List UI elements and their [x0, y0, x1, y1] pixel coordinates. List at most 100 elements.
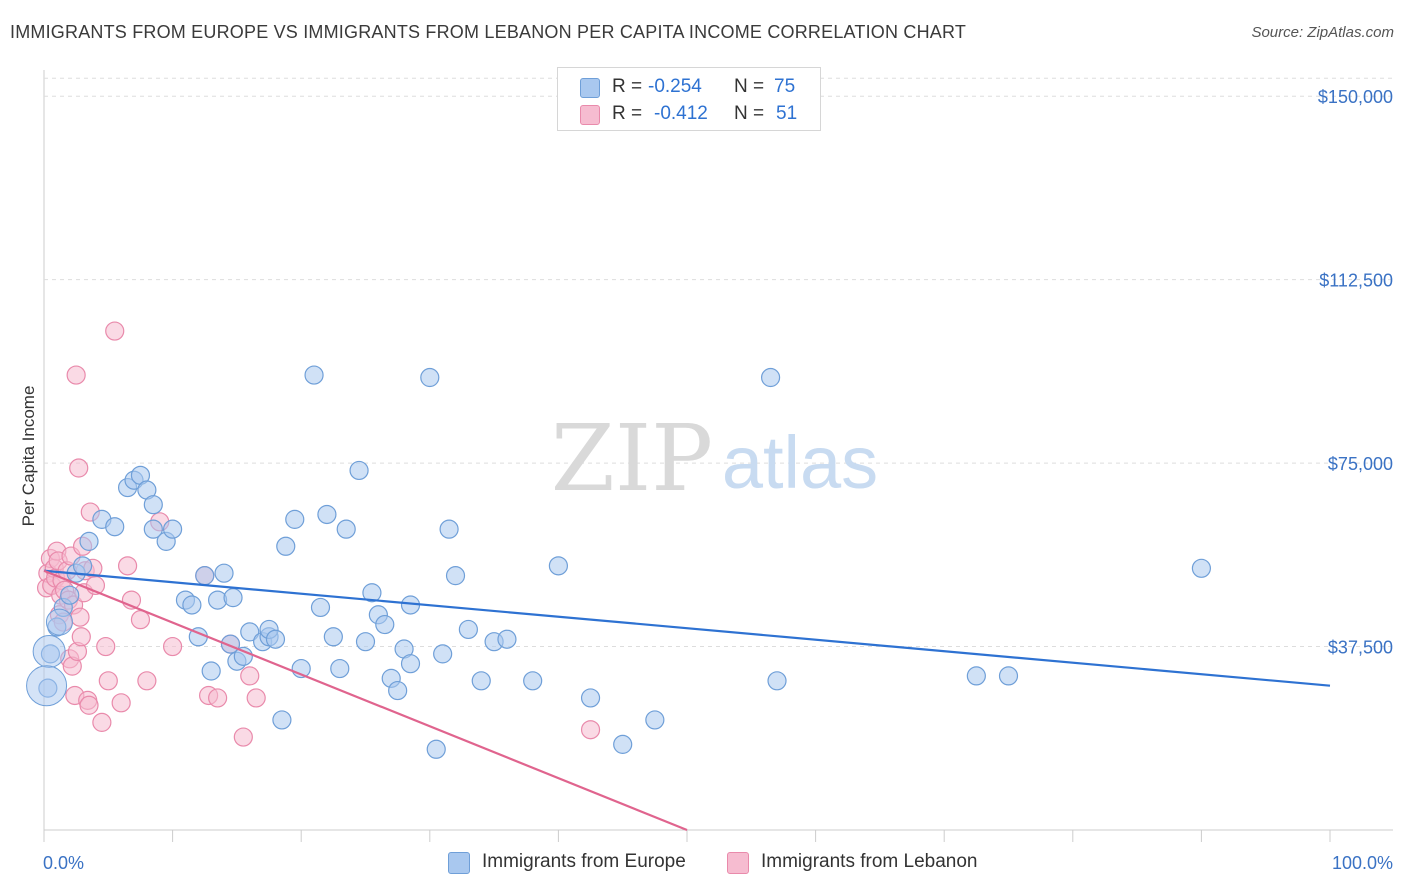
europe-r-value: -0.254	[648, 76, 702, 97]
europe-point	[143, 495, 163, 515]
lebanon-n-label: N =	[734, 103, 765, 124]
europe-point-large	[26, 665, 68, 707]
europe-point	[458, 619, 478, 640]
y-tick-label: $75,000	[1328, 454, 1393, 474]
europe-point	[445, 566, 466, 586]
europe-points	[26, 365, 1212, 759]
europe-point	[362, 583, 382, 603]
europe-point	[195, 566, 215, 586]
europe-point	[523, 671, 543, 691]
europe-point	[304, 365, 324, 385]
europe-point-large	[45, 608, 73, 636]
europe-n-label: N =	[734, 76, 765, 97]
y-tick-label: $37,500	[1328, 638, 1393, 658]
y-axis-label: Per Capita Income	[19, 386, 38, 527]
lebanon-point	[208, 688, 228, 708]
europe-point	[182, 595, 202, 615]
europe-point	[60, 585, 80, 605]
legend-lebanon-label: Immigrants from Lebanon	[761, 851, 978, 872]
europe-point	[105, 517, 125, 537]
lebanon-point	[79, 695, 99, 715]
lebanon-swatch	[580, 105, 600, 125]
lebanon-point	[70, 607, 90, 627]
lebanon-point	[105, 321, 125, 341]
lebanon-point	[580, 720, 601, 740]
europe-point	[317, 504, 337, 525]
europe-point	[497, 629, 517, 649]
europe-point	[966, 666, 986, 686]
europe-point	[645, 710, 665, 730]
europe-point	[79, 531, 99, 551]
europe-n-value: 75	[774, 76, 796, 97]
lebanon-r-label: R =	[612, 103, 643, 124]
europe-point	[613, 734, 633, 754]
europe-point	[310, 597, 331, 618]
europe-point	[272, 710, 292, 730]
lebanon-point	[71, 627, 91, 647]
legend-europe-swatch	[448, 852, 470, 874]
europe-point	[375, 614, 395, 635]
europe-trend-line	[43, 569, 1331, 687]
lebanon-n-value: 51	[776, 103, 798, 124]
europe-point-large	[32, 634, 66, 668]
europe-point	[349, 460, 369, 481]
lebanon-point	[163, 636, 183, 657]
watermark-atlas: atlas	[722, 421, 878, 504]
stats-box: R = -0.254 N = 75 R = -0.412 N = 51	[557, 67, 821, 131]
europe-point	[767, 671, 787, 691]
x-tick-label-min: 0.0%	[43, 853, 84, 873]
europe-point	[400, 654, 421, 674]
europe-point	[998, 666, 1019, 686]
europe-r-label: R =	[612, 76, 643, 97]
y-tick-label: $112,500	[1319, 271, 1393, 291]
europe-point	[355, 632, 376, 652]
europe-point	[1191, 558, 1212, 578]
lebanon-r-value: -0.412	[654, 103, 708, 124]
lebanon-point	[66, 365, 86, 385]
europe-point	[580, 688, 601, 708]
europe-point	[285, 509, 305, 529]
europe-swatch	[580, 78, 600, 98]
europe-point	[240, 622, 260, 642]
lebanon-point	[240, 666, 260, 686]
europe-point	[388, 680, 408, 701]
lebanon-point	[92, 712, 112, 732]
lebanon-point	[69, 458, 89, 478]
europe-point	[214, 563, 234, 583]
europe-point	[439, 519, 459, 539]
lebanon-point	[98, 671, 118, 691]
europe-point	[420, 367, 440, 388]
lebanon-point	[137, 671, 157, 691]
gridlines	[43, 70, 1393, 831]
europe-point	[72, 556, 93, 576]
trend-lines	[43, 569, 1331, 832]
x-tick-label-max: 100.0%	[1332, 853, 1393, 873]
chart-title: IMMIGRANTS FROM EUROPE VS IMMIGRANTS FRO…	[10, 22, 967, 42]
europe-point	[276, 536, 296, 556]
lebanon-point	[246, 688, 266, 708]
europe-point	[223, 588, 243, 608]
europe-point	[143, 519, 163, 539]
europe-point	[433, 644, 453, 664]
europe-point	[760, 367, 781, 388]
lebanon-point	[96, 636, 116, 657]
europe-point	[163, 519, 183, 539]
lebanon-point	[130, 610, 151, 630]
watermark-zip: ZIP	[551, 405, 713, 512]
legend-europe-label: Immigrants from Europe	[482, 851, 686, 872]
europe-point	[426, 739, 446, 759]
europe-point	[323, 627, 343, 647]
y-tick-label: $150,000	[1318, 87, 1393, 107]
europe-point	[330, 658, 350, 679]
y-axis-tick-labels: $37,500 $75,000 $112,500 $150,000	[1318, 87, 1393, 657]
europe-point	[548, 556, 569, 576]
source-label: Source: ZipAtlas.com	[1251, 24, 1394, 41]
legend-lebanon-swatch	[727, 852, 749, 874]
lebanon-point	[233, 727, 253, 747]
europe-point	[265, 629, 286, 649]
x-axis-ticks	[43, 830, 1331, 842]
europe-point	[471, 671, 491, 691]
europe-point	[201, 661, 221, 681]
lebanon-trend-line	[43, 569, 688, 832]
